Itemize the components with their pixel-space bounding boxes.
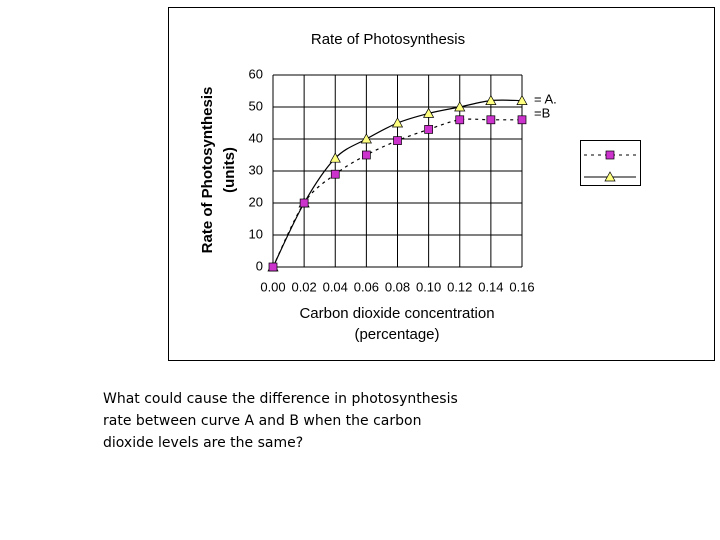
x-tick-label: 0.04 xyxy=(323,279,348,294)
chart: Rate of Photosynthesis Carbon dioxide co… xyxy=(168,7,715,361)
y-tick-label: 60 xyxy=(249,66,263,81)
marker xyxy=(360,133,372,144)
y-tick-label: 40 xyxy=(249,130,263,145)
x-axis-label: (percentage) xyxy=(354,326,439,343)
y-axis-label: (units) xyxy=(221,147,238,193)
marker xyxy=(268,262,278,272)
x-tick-label: 0.06 xyxy=(354,279,379,294)
marker xyxy=(329,152,341,163)
series-label: =B xyxy=(534,105,550,120)
marker xyxy=(486,115,496,125)
marker xyxy=(299,198,309,208)
question-line: What could cause the difference in photo… xyxy=(103,391,458,407)
marker xyxy=(393,136,402,145)
marker xyxy=(423,107,435,118)
x-axis-label: Carbon dioxide concentration xyxy=(299,305,494,322)
chart-title: Rate of Photosynthesis xyxy=(311,31,465,48)
marker xyxy=(454,101,466,112)
marker xyxy=(516,94,528,105)
marker xyxy=(485,94,497,105)
x-tick-label: 0.02 xyxy=(291,279,316,294)
question-line: dioxide levels are the same? xyxy=(103,435,304,451)
x-tick-label: 0.08 xyxy=(385,279,410,294)
marker xyxy=(604,171,616,182)
marker xyxy=(362,150,371,160)
marker xyxy=(455,115,465,125)
y-tick-label: 30 xyxy=(249,162,263,177)
question-line: rate between curve A and B when the carb… xyxy=(103,413,422,429)
marker xyxy=(330,169,340,179)
y-axis-label: Rate of Photosynthesis xyxy=(199,87,216,254)
x-tick-label: 0.14 xyxy=(478,279,503,294)
y-tick-label: 20 xyxy=(249,194,263,209)
x-tick-label: 0.12 xyxy=(447,279,472,294)
x-tick-label: 0.00 xyxy=(260,279,285,294)
marker xyxy=(391,117,404,128)
question: What could cause the difference in photo… xyxy=(103,388,458,454)
marker xyxy=(605,150,615,160)
marker xyxy=(424,125,433,134)
y-tick-label: 50 xyxy=(249,98,263,113)
series-label: = A. xyxy=(534,91,557,106)
x-tick-label: 0.16 xyxy=(509,279,534,294)
x-tick-label: 0.10 xyxy=(416,279,441,294)
y-tick-label: 10 xyxy=(249,226,263,241)
y-tick-label: 0 xyxy=(256,258,263,273)
marker xyxy=(517,115,527,125)
